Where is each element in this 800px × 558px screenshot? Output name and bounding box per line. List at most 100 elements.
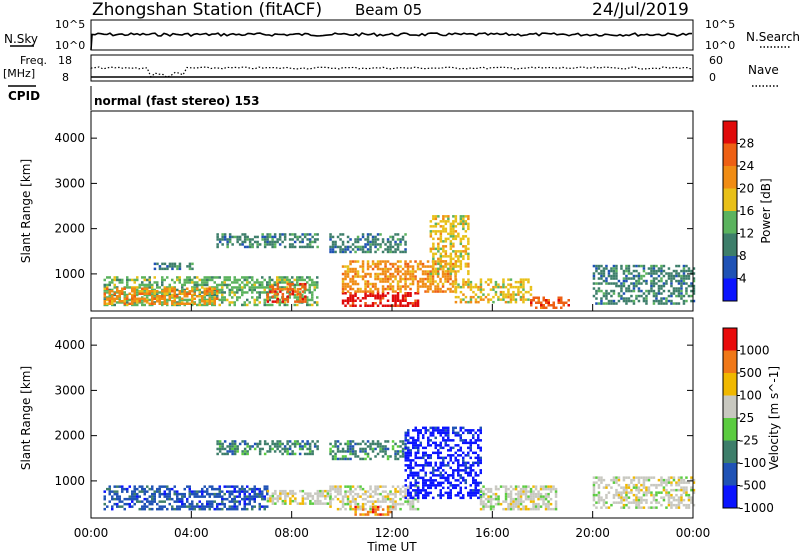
heatmap-cell xyxy=(409,502,412,506)
heatmap-cell xyxy=(118,292,121,295)
heatmap-cell xyxy=(610,302,613,305)
heatmap-cell xyxy=(457,491,460,495)
heatmap-cell xyxy=(427,494,430,497)
heatmap-cell xyxy=(366,282,370,286)
heatmap-cell xyxy=(304,300,307,303)
heatmap-cell xyxy=(223,447,227,451)
heatmap-cell xyxy=(432,217,435,221)
heatmap-cell xyxy=(484,280,488,284)
heatmap-cell xyxy=(464,230,468,233)
heatmap-cell xyxy=(273,296,276,299)
heatmap-cell xyxy=(421,270,425,273)
heatmap-cell xyxy=(407,474,410,477)
heatmap-cell xyxy=(512,505,515,508)
heatmap-cell xyxy=(655,294,658,298)
heatmap-cell xyxy=(449,230,453,233)
heatmap-cell xyxy=(404,248,407,251)
heatmap-cell xyxy=(186,278,189,282)
power-band xyxy=(216,233,319,249)
heatmap-cell xyxy=(517,490,520,493)
heatmap-cell xyxy=(652,493,656,497)
heatmap-cell xyxy=(389,285,392,288)
heatmap-cell xyxy=(657,501,661,504)
heatmap-cell xyxy=(369,510,372,514)
heatmap-cell xyxy=(278,281,281,284)
heatmap-cell xyxy=(404,431,407,435)
heatmap-cell xyxy=(354,510,357,514)
heatmap-cell xyxy=(615,478,618,482)
heatmap-cell xyxy=(464,479,467,482)
heatmap-cell xyxy=(376,452,380,456)
heatmap-cell xyxy=(321,494,325,498)
heatmap-cell xyxy=(153,500,156,503)
x-tick-label: 08:00 xyxy=(274,526,309,540)
heatmap-cell xyxy=(288,452,292,456)
heatmap-cell xyxy=(381,447,385,451)
heatmap-cell xyxy=(216,286,219,289)
heatmap-cell xyxy=(116,290,119,293)
heatmap-cell xyxy=(261,233,264,236)
heatmap-cell xyxy=(271,497,275,500)
heatmap-cell xyxy=(168,502,171,506)
heatmap-cell xyxy=(201,492,204,496)
heatmap-cell xyxy=(432,257,435,261)
heatmap-cell xyxy=(131,500,134,503)
heatmap-cell xyxy=(271,235,274,239)
heatmap-cell xyxy=(401,277,405,281)
heatmap-cell xyxy=(519,295,523,299)
heatmap-cell xyxy=(444,262,447,266)
heatmap-cell xyxy=(554,492,558,496)
heatmap-cell xyxy=(311,497,315,500)
heatmap-cell xyxy=(399,238,402,241)
heatmap-cell xyxy=(416,299,420,302)
heatmap-cell xyxy=(349,500,352,503)
heatmap-cell xyxy=(424,484,427,487)
heatmap-cell xyxy=(472,469,475,472)
heatmap-cell xyxy=(685,491,688,494)
heatmap-cell xyxy=(176,500,179,503)
heatmap-cell xyxy=(685,493,688,497)
heatmap-cell xyxy=(283,238,287,241)
heatmap-cell xyxy=(148,278,151,282)
heatmap-cell xyxy=(329,487,332,491)
colorbar-tick-label: 25 xyxy=(739,411,754,425)
nsearch-tick-top: 10^5 xyxy=(705,18,735,31)
heatmap-cell xyxy=(266,303,269,307)
heatmap-cell xyxy=(432,247,435,251)
heatmap-cell xyxy=(371,240,375,244)
heatmap-cell xyxy=(356,245,360,249)
heatmap-cell xyxy=(278,233,282,236)
heatmap-cell xyxy=(313,445,317,448)
heatmap-cell xyxy=(306,301,309,304)
heatmap-cell xyxy=(507,492,510,496)
heatmap-cell xyxy=(462,280,465,284)
heatmap-cell xyxy=(391,502,395,506)
heatmap-cell xyxy=(148,502,151,506)
heatmap-cell xyxy=(279,494,282,498)
heatmap-cell xyxy=(389,262,392,266)
heatmap-cell xyxy=(554,495,558,498)
heatmap-cell xyxy=(349,238,352,241)
heatmap-cell xyxy=(422,436,425,440)
heatmap-cell xyxy=(539,485,543,488)
heatmap-cell xyxy=(178,505,181,508)
heatmap-cell xyxy=(600,476,603,479)
heatmap-cell xyxy=(133,300,136,303)
heatmap-cell xyxy=(464,222,468,226)
heatmap-cell xyxy=(457,260,460,263)
heatmap-cell xyxy=(662,478,666,482)
heatmap-cell xyxy=(690,284,693,288)
heatmap-cell xyxy=(294,497,297,500)
heatmap-cell xyxy=(306,447,309,451)
heatmap-cell xyxy=(597,287,601,290)
heatmap-cell xyxy=(459,491,462,495)
heatmap-cell xyxy=(349,304,352,307)
heatmap-cell xyxy=(346,275,350,278)
heatmap-cell xyxy=(221,291,224,294)
heatmap-cell xyxy=(655,506,658,509)
heatmap-cell xyxy=(186,265,189,268)
heatmap-cell xyxy=(452,267,455,271)
heatmap-cell xyxy=(351,445,355,448)
heatmap-cell xyxy=(600,302,603,305)
heatmap-cell xyxy=(123,487,126,491)
